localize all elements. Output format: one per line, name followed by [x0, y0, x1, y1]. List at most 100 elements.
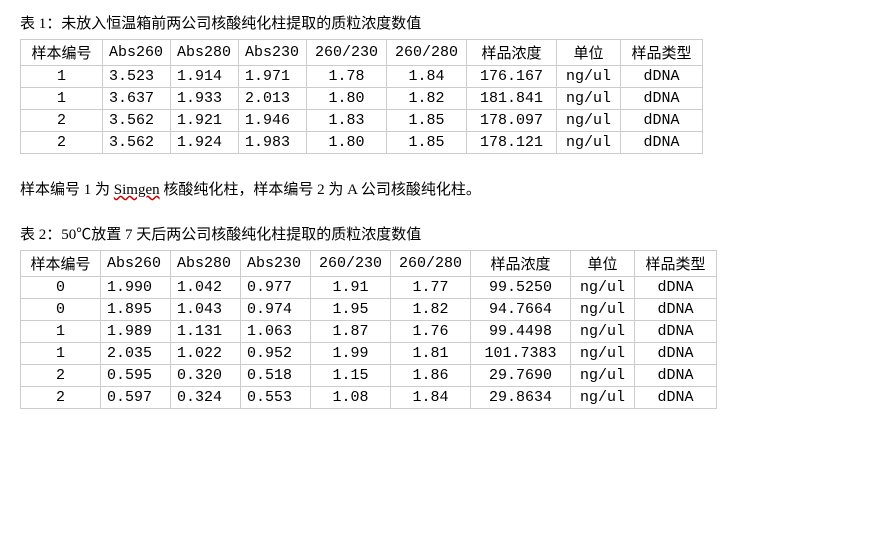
table-cell: 2	[21, 387, 101, 409]
table1-header-row: 样本编号 Abs260 Abs280 Abs230 260/230 260/28…	[21, 40, 703, 66]
table-cell: 0.324	[171, 387, 241, 409]
sample-note: 样本编号 1 为 Simgen 核酸纯化柱，样本编号 2 为 A 公司核酸纯化柱…	[20, 178, 866, 199]
table-row: 20.5970.3240.5531.081.8429.8634ng/uldDNA	[21, 387, 717, 409]
table-cell: 1.91	[311, 277, 391, 299]
table2-col-5: 260/280	[391, 251, 471, 277]
table-cell: 0.595	[101, 365, 171, 387]
table-cell: 1.983	[239, 132, 307, 154]
table-cell: 1.77	[391, 277, 471, 299]
table-cell: 1.924	[171, 132, 239, 154]
table1-col-3: Abs230	[239, 40, 307, 66]
table-cell: dDNA	[621, 88, 703, 110]
table2-caption-text: 50℃放置 7 天后两公司核酸纯化柱提取的质粒浓度数值	[61, 227, 421, 243]
table-cell: dDNA	[635, 277, 717, 299]
table-cell: 1.99	[311, 343, 391, 365]
table1-col-1: Abs260	[103, 40, 171, 66]
table-cell: 0.977	[241, 277, 311, 299]
table-cell: 1.895	[101, 299, 171, 321]
table-cell: dDNA	[621, 110, 703, 132]
table-cell: 1.81	[391, 343, 471, 365]
table1-col-8: 样品类型	[621, 40, 703, 66]
table-cell: dDNA	[621, 132, 703, 154]
table-cell: ng/ul	[557, 88, 621, 110]
table2-col-2: Abs280	[171, 251, 241, 277]
table2-col-0: 样本编号	[21, 251, 101, 277]
table-cell: 1.78	[307, 66, 387, 88]
table-cell: 1.131	[171, 321, 241, 343]
table-cell: ng/ul	[571, 343, 635, 365]
table2-caption: 表 2：50℃放置 7 天后两公司核酸纯化柱提取的质粒浓度数值	[20, 223, 866, 244]
table-cell: dDNA	[621, 66, 703, 88]
table2-body: 01.9901.0420.9771.911.7799.5250ng/uldDNA…	[21, 277, 717, 409]
table-cell: 0.320	[171, 365, 241, 387]
table-cell: 1.82	[387, 88, 467, 110]
table-cell: 2	[21, 110, 103, 132]
table-cell: 2	[21, 365, 101, 387]
table-row: 11.9891.1311.0631.871.7699.4498ng/uldDNA	[21, 321, 717, 343]
table-cell: 1.946	[239, 110, 307, 132]
table1-caption-prefix: 表 1：	[20, 16, 61, 32]
table-row: 12.0351.0220.9521.991.81101.7383ng/uldDN…	[21, 343, 717, 365]
table-cell: 178.121	[467, 132, 557, 154]
table-cell: 1.80	[307, 88, 387, 110]
table-cell: 0.597	[101, 387, 171, 409]
table2-col-7: 单位	[571, 251, 635, 277]
table1-wrapper: 样本编号 Abs260 Abs280 Abs230 260/230 260/28…	[20, 39, 866, 154]
table-cell: 1	[21, 66, 103, 88]
table-cell: ng/ul	[557, 110, 621, 132]
table1-col-6: 样品浓度	[467, 40, 557, 66]
table2-col-8: 样品类型	[635, 251, 717, 277]
table-cell: 0.518	[241, 365, 311, 387]
table-cell: 2	[21, 132, 103, 154]
table-cell: 1.76	[391, 321, 471, 343]
table2-header-row: 样本编号 Abs260 Abs280 Abs230 260/230 260/28…	[21, 251, 717, 277]
table-cell: 2.035	[101, 343, 171, 365]
table-cell: dDNA	[635, 343, 717, 365]
table-row: 13.5231.9141.9711.781.84176.167ng/uldDNA	[21, 66, 703, 88]
table-cell: dDNA	[635, 365, 717, 387]
table-cell: 94.7664	[471, 299, 571, 321]
table-cell: 178.097	[467, 110, 557, 132]
table-cell: 1.063	[241, 321, 311, 343]
table-cell: 3.637	[103, 88, 171, 110]
table-row: 23.5621.9241.9831.801.85178.121ng/uldDNA	[21, 132, 703, 154]
table-cell: 1.95	[311, 299, 391, 321]
table-cell: 101.7383	[471, 343, 571, 365]
table-row: 23.5621.9211.9461.831.85178.097ng/uldDNA	[21, 110, 703, 132]
table1-col-2: Abs280	[171, 40, 239, 66]
table-cell: dDNA	[635, 299, 717, 321]
table-cell: 2.013	[239, 88, 307, 110]
table-cell: dDNA	[635, 387, 717, 409]
note-underlined: Simgen	[114, 182, 160, 198]
table-row: 01.8951.0430.9741.951.8294.7664ng/uldDNA	[21, 299, 717, 321]
table-cell: 1.86	[391, 365, 471, 387]
table-cell: ng/ul	[571, 321, 635, 343]
table-cell: 0.952	[241, 343, 311, 365]
table-row: 01.9901.0420.9771.911.7799.5250ng/uldDNA	[21, 277, 717, 299]
table1-body: 13.5231.9141.9711.781.84176.167ng/uldDNA…	[21, 66, 703, 154]
table-cell: 1.85	[387, 132, 467, 154]
table1-col-4: 260/230	[307, 40, 387, 66]
table-cell: 99.4498	[471, 321, 571, 343]
table-cell: 0.553	[241, 387, 311, 409]
table-cell: 3.562	[103, 132, 171, 154]
table-cell: 1.043	[171, 299, 241, 321]
table-cell: dDNA	[635, 321, 717, 343]
table-cell: 1	[21, 343, 101, 365]
table2-wrapper: 样本编号 Abs260 Abs280 Abs230 260/230 260/28…	[20, 250, 866, 409]
table-cell: ng/ul	[571, 277, 635, 299]
table2-col-4: 260/230	[311, 251, 391, 277]
table-cell: ng/ul	[571, 299, 635, 321]
table-cell: 0.974	[241, 299, 311, 321]
table-cell: 3.523	[103, 66, 171, 88]
table-row: 20.5950.3200.5181.151.8629.7690ng/uldDNA	[21, 365, 717, 387]
table-cell: 1	[21, 321, 101, 343]
table-cell: 1.84	[391, 387, 471, 409]
table2-col-6: 样品浓度	[471, 251, 571, 277]
table-cell: 1.84	[387, 66, 467, 88]
table1-caption-text: 未放入恒温箱前两公司核酸纯化柱提取的质粒浓度数值	[61, 16, 421, 32]
table-cell: 1.990	[101, 277, 171, 299]
table-cell: 0	[21, 277, 101, 299]
table1-col-5: 260/280	[387, 40, 467, 66]
table-cell: 99.5250	[471, 277, 571, 299]
